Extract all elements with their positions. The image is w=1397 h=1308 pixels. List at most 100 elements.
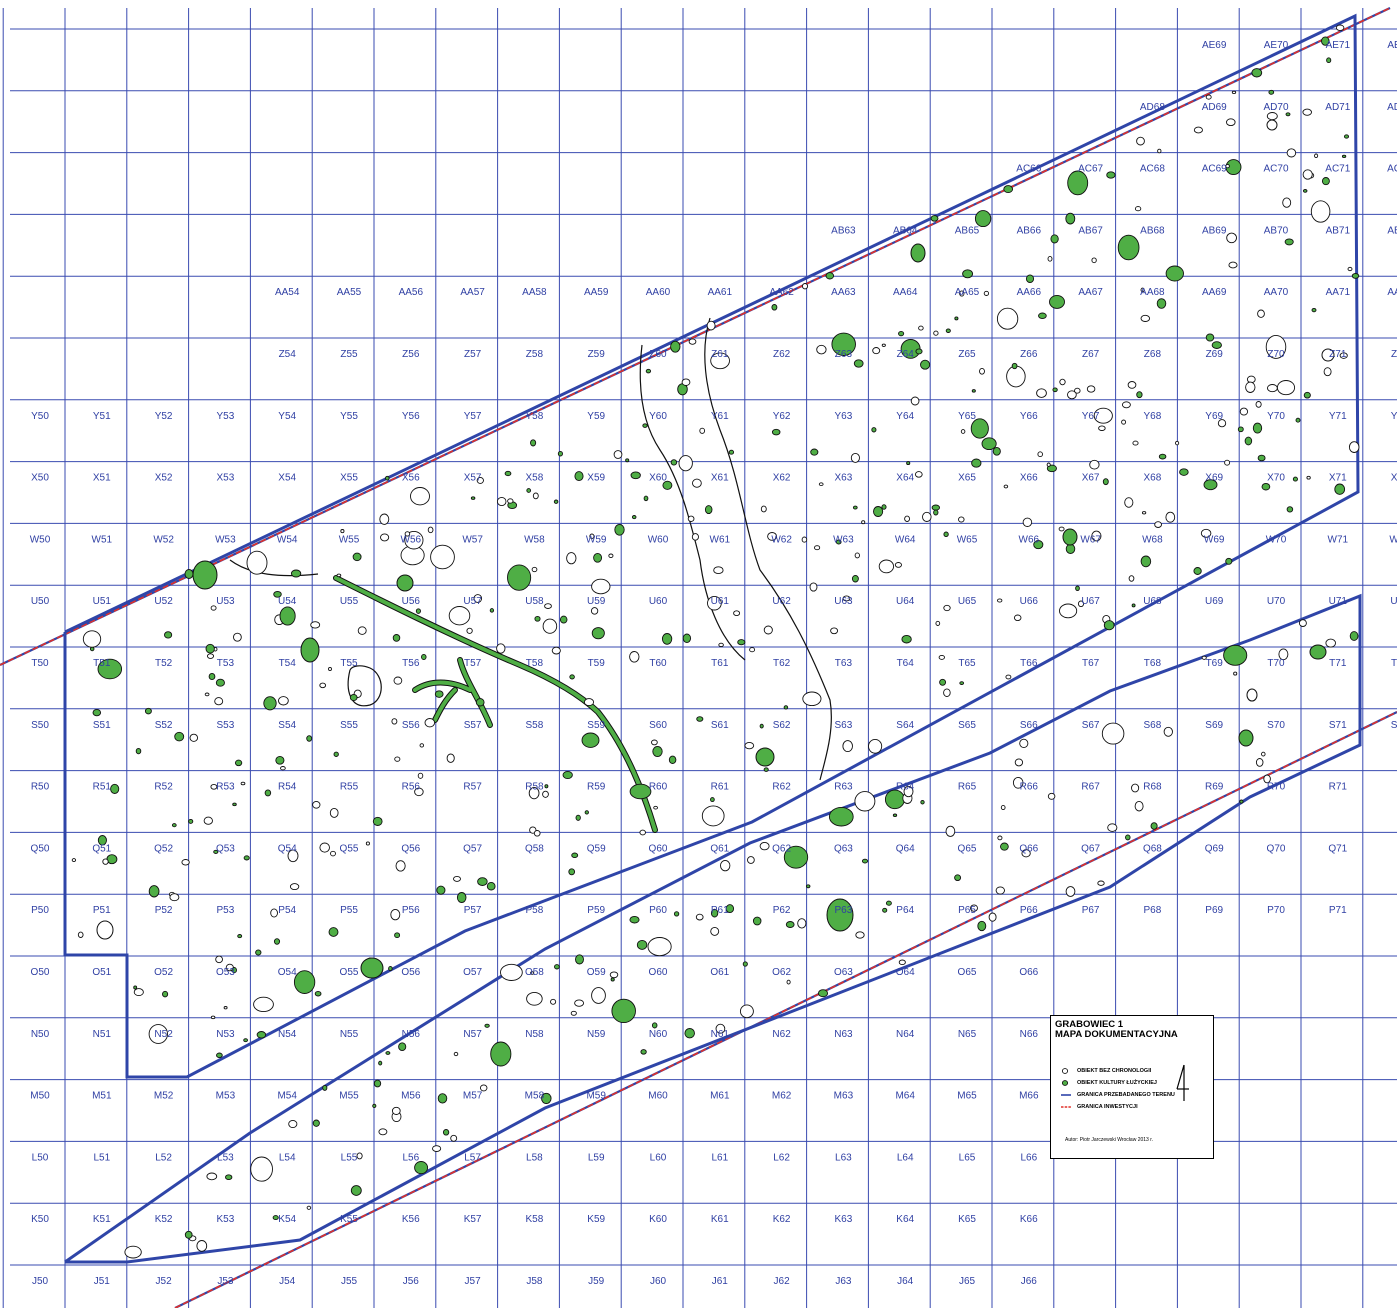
- grid-label: W69: [1204, 534, 1225, 545]
- grid-label: K58: [526, 1214, 544, 1225]
- grid-label: W50: [30, 534, 51, 545]
- undated-feature: [872, 347, 881, 355]
- undated-feature-large: [96, 920, 114, 940]
- grid-label: Q64: [896, 843, 915, 854]
- undated-feature: [1224, 459, 1231, 466]
- grid-label: U62: [772, 596, 791, 607]
- lusatian-feature: [584, 810, 589, 815]
- grid-label: X58: [526, 473, 544, 484]
- undated-feature-large: [1266, 119, 1278, 131]
- undated-feature: [533, 830, 541, 837]
- grid-label: Z59: [588, 349, 606, 360]
- undated-feature: [1310, 200, 1331, 223]
- grid-label: R58: [525, 782, 544, 793]
- undated-feature: [215, 955, 223, 964]
- grid-label: AC72: [1387, 164, 1397, 175]
- lusatian-feature: [1125, 834, 1131, 841]
- lusatian-feature: [640, 1049, 647, 1055]
- grid-label: W59: [586, 534, 607, 545]
- grid-label: J58: [526, 1276, 543, 1287]
- grid-label: L58: [526, 1152, 543, 1163]
- undated-feature: [450, 1134, 458, 1142]
- grid-label: Y52: [155, 411, 173, 422]
- grid-label: R55: [340, 782, 359, 793]
- lusatian-feature: [225, 1174, 233, 1181]
- grid-label: S56: [402, 720, 420, 731]
- grid-label: K66: [1020, 1214, 1038, 1225]
- grid-label: X51: [93, 473, 111, 484]
- undated-feature: [410, 487, 430, 506]
- lusatian-feature: [110, 783, 120, 794]
- lusatian-feature: [421, 653, 427, 661]
- grid-label: AA58: [522, 287, 547, 298]
- undated-feature: [996, 307, 1019, 330]
- lusatian-feature: [1225, 557, 1233, 565]
- ditch-fill: [413, 658, 492, 727]
- grid-label: U50: [31, 596, 50, 607]
- lusatian-feature: [92, 708, 102, 717]
- grid-label: W57: [462, 534, 483, 545]
- grid-label: AD71: [1325, 102, 1350, 113]
- grid-label: W66: [1019, 534, 1040, 545]
- grid-label: L63: [835, 1152, 852, 1163]
- grid-label: T64: [897, 658, 915, 669]
- grid-label: S55: [340, 720, 358, 731]
- undated-feature: [189, 733, 199, 742]
- undated-feature: [542, 618, 558, 634]
- undated-feature: [1107, 823, 1118, 832]
- undated-feature: [1003, 484, 1009, 489]
- legend-author: Autor: Piotr Jarczewski Wrocław 2013 r.: [1065, 1137, 1153, 1143]
- grid-label: P68: [1144, 905, 1162, 916]
- grid-label: N63: [834, 1029, 853, 1040]
- undated-feature: [1093, 407, 1113, 424]
- undated-feature: [544, 603, 552, 609]
- grid-label: S63: [835, 720, 853, 731]
- investment-boundary-line: [0, 7, 1391, 666]
- grid-label: W72: [1389, 534, 1397, 545]
- grid-label: J63: [835, 1276, 852, 1287]
- grid-label: Q51: [92, 843, 111, 854]
- grid-label: O53: [216, 967, 235, 978]
- grid-label: R53: [216, 782, 235, 793]
- lusatian-feature: [1106, 171, 1116, 179]
- lusatian-feature-large: [826, 898, 854, 932]
- undated-feature: [983, 290, 990, 296]
- lusatian-feature: [1257, 454, 1266, 462]
- lusatian-feature: [1303, 391, 1311, 399]
- undated-feature: [744, 741, 755, 750]
- lusatian-feature: [591, 627, 605, 640]
- grid-label: Q60: [649, 843, 668, 854]
- grid-label: L52: [155, 1152, 172, 1163]
- grid-label: AB67: [1078, 225, 1103, 236]
- lusatian-feature: [279, 606, 296, 626]
- grid-lines: [2, 8, 1397, 1308]
- undated-feature: [739, 1004, 754, 1019]
- undated-feature: [1014, 758, 1024, 767]
- grid-label: Y58: [526, 411, 544, 422]
- grid-label: Z58: [526, 349, 544, 360]
- lusatian-feature: [1025, 274, 1035, 283]
- undated-feature: [312, 800, 321, 809]
- lusatian-feature: [205, 643, 215, 654]
- grid-label: AA70: [1264, 287, 1289, 298]
- lusatian-feature: [954, 874, 962, 882]
- undated-feature: [1022, 517, 1033, 527]
- lusatian-feature: [884, 789, 905, 810]
- undated-feature: [394, 756, 401, 762]
- grid-label: Q67: [1081, 843, 1100, 854]
- grid-label: AB70: [1264, 225, 1289, 236]
- grid-label: K62: [773, 1214, 791, 1225]
- undated-feature: [210, 1015, 216, 1020]
- grid-label: Q66: [1019, 843, 1038, 854]
- grid-label: U53: [216, 596, 235, 607]
- legend-label-lusatian: OBIEKT KULTURY ŁUŻYCKIEJ: [1077, 1080, 1157, 1086]
- lusatian-feature: [737, 639, 746, 646]
- grid-label: S58: [526, 720, 544, 731]
- undated-feature: [970, 904, 978, 912]
- grid-label: L55: [341, 1152, 358, 1163]
- lusatian-feature: [817, 989, 829, 998]
- undated-feature: [507, 498, 514, 504]
- lusatian-feature: [569, 674, 575, 680]
- grid-label: O59: [587, 967, 606, 978]
- lusatian-feature: [593, 552, 603, 563]
